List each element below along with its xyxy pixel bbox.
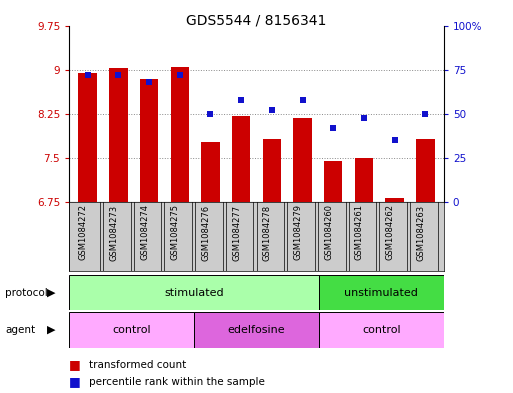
Point [299,97,307,103]
Text: agent: agent [5,325,35,335]
Point [421,111,429,117]
Text: GDS5544 / 8156341: GDS5544 / 8156341 [186,14,327,28]
Bar [354,158,373,202]
Bar [201,141,220,202]
Bar [69,275,319,310]
Bar [140,79,159,202]
Text: ■: ■ [69,375,85,389]
Text: GSM1084262: GSM1084262 [386,204,394,261]
Text: ■: ■ [69,358,85,371]
Text: GSM1084260: GSM1084260 [324,204,333,261]
Point [268,107,276,114]
Text: stimulated: stimulated [164,288,224,298]
Bar [385,198,404,202]
Text: transformed count: transformed count [89,360,186,370]
Bar [293,118,312,202]
Bar [319,275,444,310]
Text: edelfosine: edelfosine [228,325,285,335]
Text: GSM1084272: GSM1084272 [78,204,88,261]
Text: control: control [362,325,401,335]
Text: GSM1084273: GSM1084273 [109,204,119,261]
Point [84,72,92,78]
Text: ▶: ▶ [47,325,55,335]
Bar [170,67,189,202]
Point [390,137,399,143]
Point [360,114,368,121]
Text: GSM1084278: GSM1084278 [263,204,272,261]
Text: GSM1084279: GSM1084279 [293,204,303,261]
Text: ▶: ▶ [47,288,55,298]
Bar [319,312,444,348]
Point [114,72,123,78]
Text: GSM1084261: GSM1084261 [355,204,364,261]
Text: control: control [112,325,151,335]
Bar [263,139,281,202]
Text: GSM1084276: GSM1084276 [202,204,210,261]
Text: GSM1084275: GSM1084275 [171,204,180,261]
Text: GSM1084263: GSM1084263 [417,204,425,261]
Bar [324,161,343,202]
Text: unstimulated: unstimulated [344,288,418,298]
Bar [69,312,194,348]
Bar [194,312,319,348]
Point [329,125,338,131]
Bar [78,73,97,202]
Point [175,72,184,78]
Bar [232,116,250,202]
Point [145,79,153,85]
Text: GSM1084277: GSM1084277 [232,204,241,261]
Point [237,97,245,103]
Bar [416,139,435,202]
Point [206,111,214,117]
Text: percentile rank within the sample: percentile rank within the sample [89,377,265,387]
Text: GSM1084274: GSM1084274 [140,204,149,261]
Bar [109,68,128,202]
Text: protocol: protocol [5,288,48,298]
